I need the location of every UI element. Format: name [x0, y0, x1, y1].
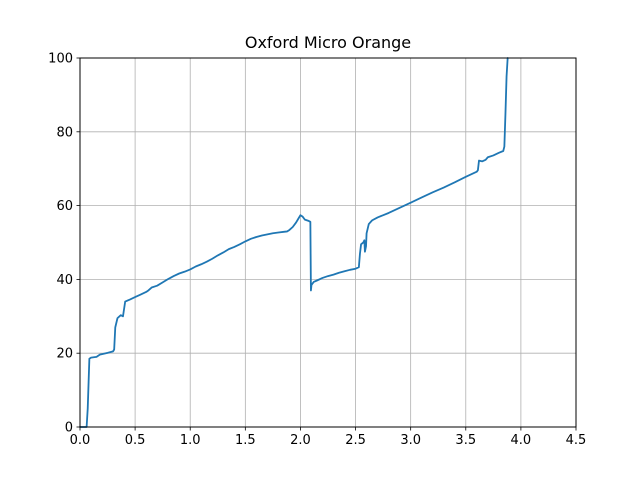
y-tick-label: 20 — [56, 347, 73, 362]
series-layer — [79, 57, 509, 428]
x-tick-label: 4.5 — [566, 433, 587, 448]
x-tick-label: 0.0 — [70, 433, 91, 448]
y-tick-label: 80 — [56, 125, 73, 140]
plot-frame — [79, 57, 577, 428]
x-tick-label: 2.5 — [345, 433, 366, 448]
x-tick-label: 2.0 — [290, 433, 311, 448]
x-tick-label: 3.5 — [455, 433, 476, 448]
y-tick-label: 100 — [48, 52, 73, 67]
x-tick-label: 0.5 — [125, 433, 146, 448]
x-tick-label: 3.0 — [400, 433, 421, 448]
x-tick-label: 4.0 — [511, 433, 532, 448]
y-tick-label: 40 — [56, 273, 73, 288]
axis-ticks: 0.0 0.5 1.0 1.5 2.0 2.5 3.0 3.5 4.0 4.5 0 20 40 60 80 1… — [48, 52, 586, 449]
x-tick-label: 1.5 — [235, 433, 256, 448]
series-line — [79, 57, 509, 428]
chart-title: Oxford Micro Orange — [245, 33, 411, 52]
y-tick-label: 60 — [56, 199, 73, 214]
y-tick-label: 0 — [65, 421, 73, 436]
x-tick-label: 1.0 — [180, 433, 201, 448]
